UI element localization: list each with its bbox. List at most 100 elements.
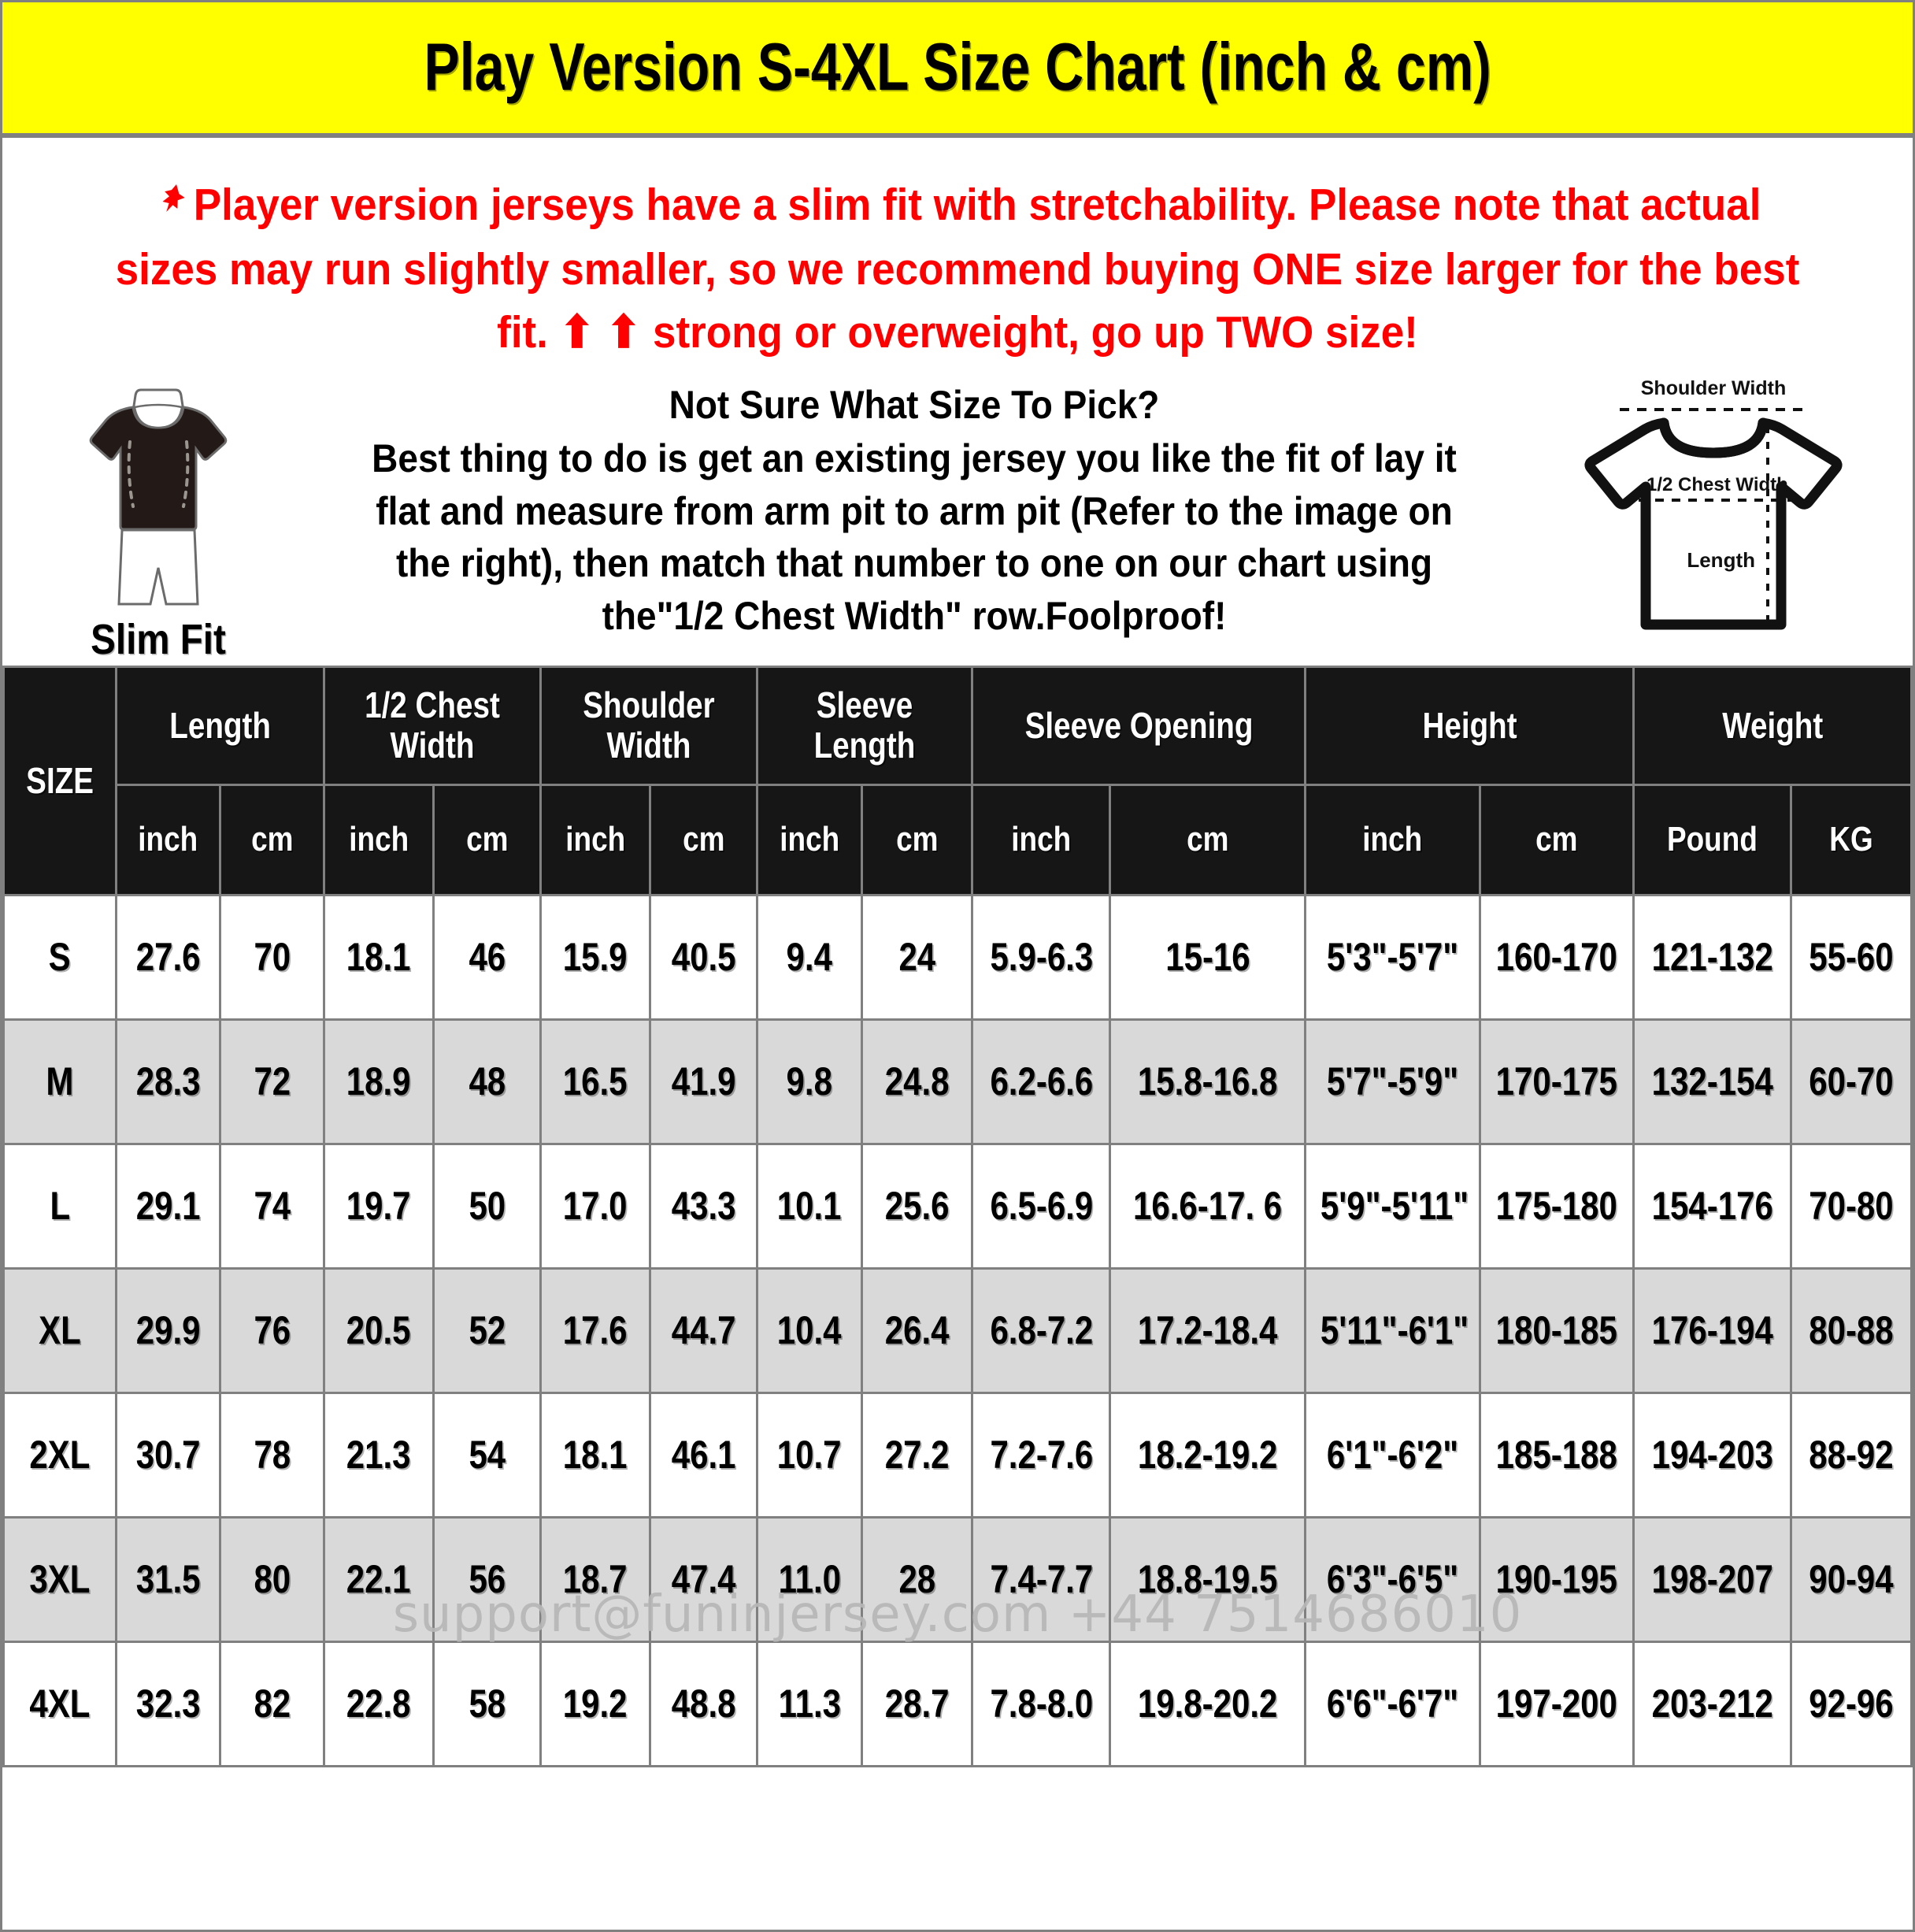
cell-value: 48.8 [648,1640,759,1767]
cell-value: 44.7 [648,1266,759,1394]
cell-value: 74 [218,1142,326,1270]
unit-header-height-cm: cm [1478,783,1635,896]
cell-value: 180-185 [1478,1266,1635,1394]
cell-value: 11.0 [756,1515,863,1643]
notice-line-2b: strong or overweight, go [652,307,1143,358]
cell-value: 28.3 [114,1018,221,1145]
cell-value: 175-180 [1478,1142,1635,1270]
cell-value: 5'7"-5'9" [1303,1018,1481,1145]
cell-size: 3XL [2,1515,117,1643]
cell-value: 190-195 [1478,1515,1635,1643]
fit-notice: Player version jerseys have a slim fit w… [2,138,1913,373]
how-to-line-1: Best thing to do is get an existing jers… [372,436,1457,481]
cell-value: 41.9 [648,1018,759,1145]
cell-value: 60-70 [1790,1018,1913,1145]
cell-value: 185-188 [1478,1391,1635,1519]
cell-value: 52 [432,1266,543,1394]
cell-value: 121-132 [1632,893,1793,1021]
cell-value: 80 [218,1515,326,1643]
cell-value: 92-96 [1790,1640,1913,1767]
cell-value: 132-154 [1632,1018,1793,1145]
notice-line-3: up TWO size! [1154,307,1418,358]
column-header-weight: Weight [1632,665,1913,786]
column-header-length: Length [114,665,326,786]
cell-value: 15.9 [539,893,651,1021]
how-to-line-4: the"1/2 Chest Width" row.Foolproof! [602,593,1227,638]
cell-value: 58 [432,1640,543,1767]
size-table-container: SIZE Length 1/2 Chest Width Shoulder Wid… [2,665,1913,1767]
cell-value: 16.5 [539,1018,651,1145]
tee-measurement-diagram: Shoulder Width 1/2 Chest Width Length [1528,373,1898,634]
column-header-size: SIZE [2,665,117,896]
cell-value: 19.8-20.2 [1109,1640,1306,1767]
cell-value: 31.5 [114,1515,221,1643]
slim-fit-label: Slim Fit [91,615,226,663]
table-row: 2XL 30.7 78 21.3 54 18.1 46.1 10.7 27.2 7.2-7.6 18… [2,1391,1913,1519]
unit-header-opening-cm: cm [1109,783,1306,896]
table-row: M 28.3 72 18.9 48 16.5 41.9 9.8 24.8 6.2-6.6 15.8-… [2,1018,1913,1145]
cell-value: 5.9-6.3 [971,893,1112,1021]
cell-value: 22.8 [323,1640,435,1767]
cell-value: 46 [432,893,543,1021]
cell-value: 82 [218,1640,326,1767]
cell-value: 46.1 [648,1391,759,1519]
cell-value: 22.1 [323,1515,435,1643]
cell-value: 6'1"-6'2" [1303,1391,1481,1519]
cell-value: 10.4 [756,1266,863,1394]
cell-value: 16.6-17. 6 [1109,1142,1306,1270]
cell-size: M [2,1018,117,1145]
cell-value: 26.4 [860,1266,974,1394]
cell-value: 9.4 [756,893,863,1021]
cell-value: 40.5 [648,893,759,1021]
unit-header-opening-inch: inch [971,783,1112,896]
cell-value: 7.4-7.7 [971,1515,1112,1643]
unit-header-height-inch: inch [1303,783,1481,896]
cell-value: 9.8 [756,1018,863,1145]
cell-value: 28.7 [860,1640,974,1767]
cell-value: 78 [218,1391,326,1519]
cell-value: 25.6 [860,1142,974,1270]
unit-header-length-inch: inch [114,783,221,896]
cell-size: 4XL [2,1640,117,1767]
size-table: SIZE Length 1/2 Chest Width Shoulder Wid… [2,665,1913,1767]
shoulder-width-label-text: Shoulder Width [1641,377,1786,399]
cell-value: 17.2-18.4 [1109,1266,1306,1394]
column-header-half-chest-width: 1/2 Chest Width [323,665,543,786]
cell-value: 29.1 [114,1142,221,1270]
cell-value: 56 [432,1515,543,1643]
cell-value: 17.0 [539,1142,651,1270]
how-to-line-2: flat and measure from arm pit to arm pit… [376,488,1453,533]
cell-value: 7.8-8.0 [971,1640,1112,1767]
notice-line-1: Player version jerseys have a slim fit w… [115,180,1761,295]
cell-value: 19.7 [323,1142,435,1270]
cell-value: 198-207 [1632,1515,1793,1643]
cell-value: 170-175 [1478,1018,1635,1145]
unit-header-length-cm: cm [218,783,326,896]
cell-value: 80-88 [1790,1266,1913,1394]
unit-header-weight-kg: KG [1790,783,1913,896]
group-header-row: SIZE Length 1/2 Chest Width Shoulder Wid… [2,665,1913,896]
cell-value: 15-16 [1109,893,1306,1021]
cell-value: 90-94 [1790,1515,1913,1643]
column-header-sleeve-opening: Sleeve Opening [971,665,1306,786]
cell-value: 21.3 [323,1391,435,1519]
cell-value: 7.2-7.6 [971,1391,1112,1519]
cell-value: 6.8-7.2 [971,1266,1112,1394]
notice-line-2a: slightly smaller, so we recommend buying… [402,244,1800,358]
title-banner: Play Version S-4XL Size Chart (inch & cm… [2,2,1913,138]
cell-value: 70-80 [1790,1142,1913,1270]
cell-value: 18.7 [539,1515,651,1643]
cell-value: 20.5 [323,1266,435,1394]
cell-value: 176-194 [1632,1266,1793,1394]
mannequin-icon [89,388,228,606]
cell-value: 18.1 [323,893,435,1021]
how-to-pick-text: Not Sure What Size To Pick? Best thing t… [300,373,1528,643]
tshirt-icon: Shoulder Width 1/2 Chest Width Length [1584,377,1843,630]
page-title: Play Version S-4XL Size Chart (inch & cm… [424,30,1491,105]
cell-size: XL [2,1266,117,1394]
unit-header-sleeve-cm: cm [860,783,974,896]
cell-value: 19.2 [539,1640,651,1767]
unit-header-chest-inch: inch [323,783,435,896]
cell-value: 48 [432,1018,543,1145]
